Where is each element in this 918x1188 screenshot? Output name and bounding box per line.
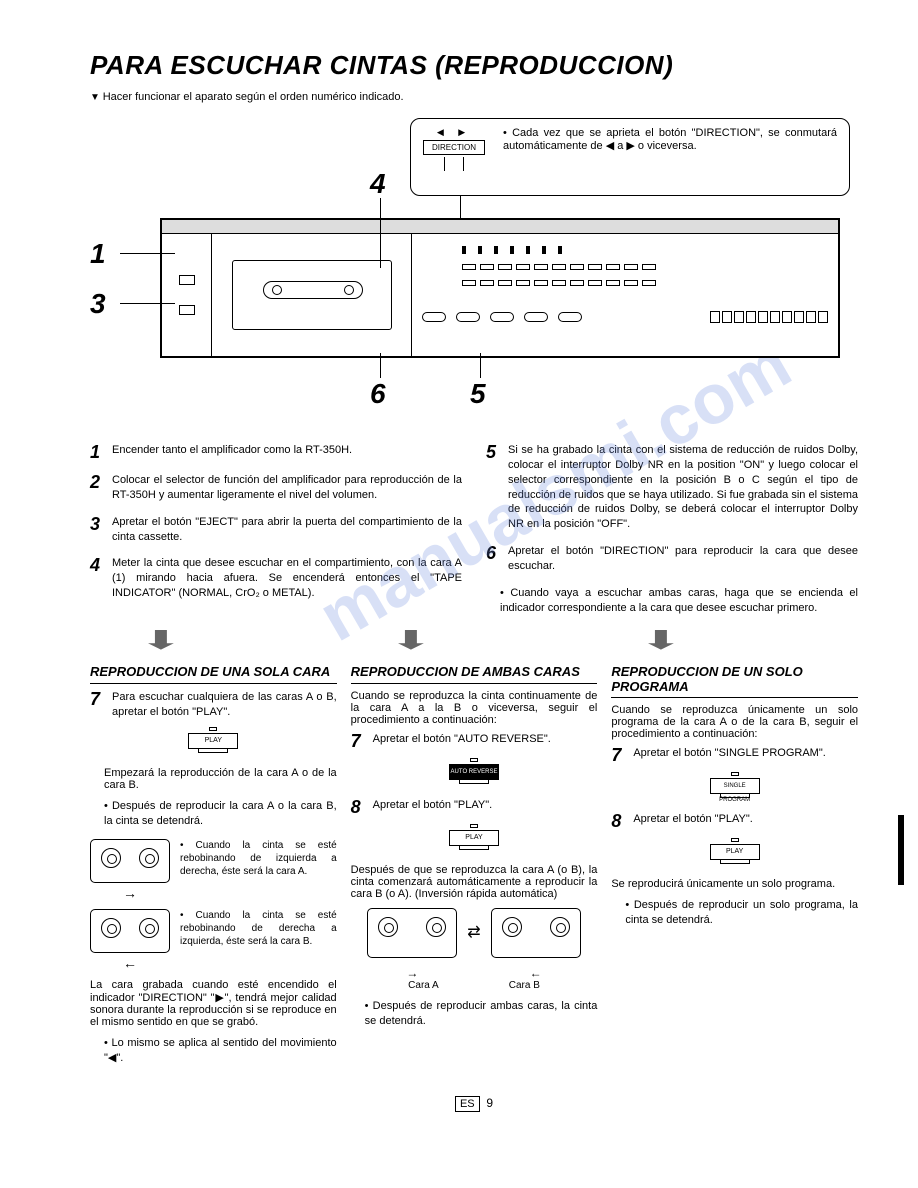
direction-label: DIRECTION <box>423 140 485 155</box>
bullet: Después de reproducir un solo programa, … <box>625 898 858 928</box>
step-text: Meter la cinta que desee escuchar en el … <box>112 556 462 601</box>
cassette-door <box>212 234 412 356</box>
block-title: REPRODUCCION DE UN SOLO PROGRAMA <box>611 665 858 698</box>
bullet: Lo mismo se aplica al sentido del movimi… <box>104 1036 337 1066</box>
block-title: REPRODUCCION DE AMBAS CARAS <box>351 665 598 683</box>
step-num: 7 <box>351 732 365 750</box>
label-6: 6 <box>370 378 386 410</box>
steps-columns: 1 Encender tanto el amplificador como la … <box>90 443 858 625</box>
block-single-side: REPRODUCCION DE UNA SOLA CARA 7 Para escu… <box>90 665 337 1075</box>
direction-widget: ◀ ▶ DIRECTION <box>423 127 485 171</box>
cara-a-label: Cara A <box>408 980 439 991</box>
callout-text: • Cada vez que se aprieta el botón "DIRE… <box>503 127 837 152</box>
cassette-deck <box>160 218 840 358</box>
after-text: Se reproducirá únicamente un solo progra… <box>611 878 858 890</box>
step-num: 8 <box>351 798 365 816</box>
step-num: 8 <box>611 812 625 830</box>
steps-right: 5Si se ha grabado la cinta con el sistem… <box>486 443 858 625</box>
intro-text: Cuando se reproduzca únicamente un solo … <box>611 704 858 740</box>
step-num: 6 <box>486 544 500 574</box>
step-text: Apretar el botón "PLAY". <box>633 812 858 830</box>
intro-text: Cuando se reproduzca la cinta continuame… <box>351 690 598 726</box>
step-text: Si se ha grabado la cinta con el sistema… <box>508 443 858 532</box>
bullet: Después de reproducir ambas caras, la ci… <box>365 999 598 1029</box>
step-6-note: Cuando vaya a escuchar ambas caras, haga… <box>500 586 858 616</box>
step-text: Apretar el botón "PLAY". <box>373 798 598 816</box>
single-program-button-diagram: SINGLE PROGRAM <box>700 772 770 802</box>
block-single-program: REPRODUCCION DE UN SOLO PROGRAMA Cuando … <box>611 665 858 1075</box>
after-text: Después de que se reproduzca la cara A (… <box>351 864 598 900</box>
flow-arrows: ⬇ ⬇ ⬇ <box>90 625 858 655</box>
dual-tape-diagram: ⇄ <box>351 908 598 958</box>
bullet: Después de reproducir la cara A o la car… <box>104 799 337 829</box>
step-text: Para escuchar cualquiera de las caras A … <box>112 690 337 720</box>
step-num: 4 <box>90 556 104 601</box>
direction-arrows: ◀ ▶ <box>423 127 485 138</box>
cara-b-label: Cara B <box>509 980 540 991</box>
tape-note: • Cuando la cinta se esté rebobinando de… <box>180 909 337 948</box>
step-num: 3 <box>90 515 104 545</box>
mode-blocks: REPRODUCCION DE UNA SOLA CARA 7 Para escu… <box>90 665 858 1075</box>
paragraph: La cara grabada cuando esté encendido el… <box>90 979 337 1028</box>
direction-callout: ◀ ▶ DIRECTION • Cada vez que se aprieta … <box>410 118 850 196</box>
block-both-sides: REPRODUCCION DE AMBAS CARAS Cuando se re… <box>351 665 598 1075</box>
play-button-diagram: PLAY <box>700 838 770 868</box>
lang-badge: ES <box>455 1096 480 1112</box>
label-1: 1 <box>90 238 106 270</box>
page-number: 9 <box>486 1096 493 1110</box>
step-text: Apretar el botón "SINGLE PROGRAM". <box>633 746 858 764</box>
step-num: 7 <box>611 746 625 764</box>
label-5: 5 <box>470 378 486 410</box>
tape-icon <box>90 839 170 883</box>
page-title: PARA ESCUCHAR CINTAS (REPRODUCCION) <box>90 50 858 81</box>
step-text: Apretar el botón "EJECT" para abrir la p… <box>112 515 462 545</box>
label-3: 3 <box>90 288 106 320</box>
block-title: REPRODUCCION DE UNA SOLA CARA <box>90 665 337 683</box>
auto-reverse-button-diagram: AUTO REVERSE <box>439 758 509 788</box>
device-diagram: ◀ ▶ DIRECTION • Cada vez que se aprieta … <box>90 118 858 428</box>
side-tab <box>898 815 904 885</box>
step-text: Colocar el selector de función del ampli… <box>112 473 462 503</box>
subtitle: Hacer funcionar el aparato según el orde… <box>90 91 858 103</box>
tape-note: • Cuando la cinta se esté rebobinando de… <box>180 839 337 878</box>
play-button-diagram: PLAY <box>439 824 509 854</box>
power-button-icon <box>179 275 195 285</box>
step-num: 5 <box>486 443 500 532</box>
play-button-diagram: PLAY <box>178 727 248 757</box>
step-text: Encender tanto el amplificador como la R… <box>112 443 462 461</box>
step-num: 7 <box>90 690 104 720</box>
label-4: 4 <box>370 168 386 200</box>
step-num: 1 <box>90 443 104 461</box>
steps-left: 1 Encender tanto el amplificador como la … <box>90 443 462 625</box>
step-num: 2 <box>90 473 104 503</box>
eject-button-icon <box>179 305 195 315</box>
control-panel <box>412 234 838 356</box>
after-text: Empezará la reproducción de la cara A o … <box>104 767 337 791</box>
step-text: Apretar el botón "AUTO REVERSE". <box>373 732 598 750</box>
step-text: Apretar el botón "DIRECTION" para reprod… <box>508 544 858 574</box>
page-footer: ES 9 <box>90 1096 858 1110</box>
tape-icon <box>90 909 170 953</box>
